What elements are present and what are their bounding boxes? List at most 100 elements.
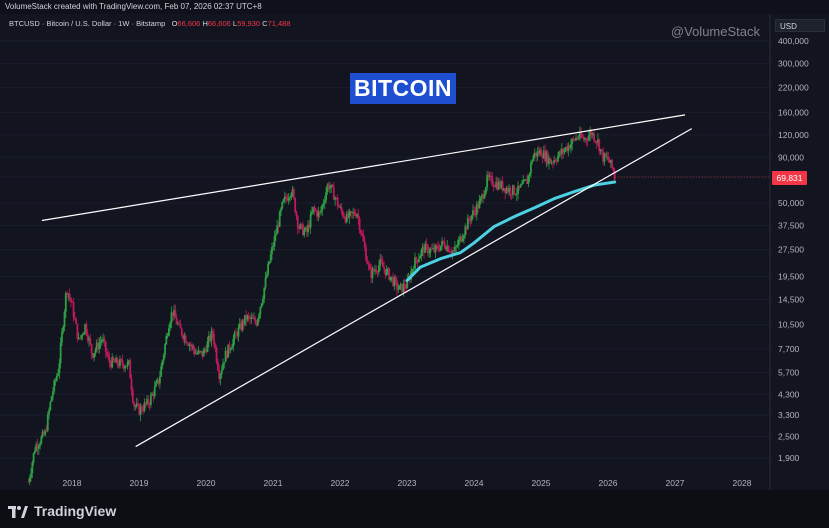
candle-body xyxy=(113,360,116,363)
candle-body xyxy=(234,332,237,334)
candle-body xyxy=(459,236,461,240)
candle-body xyxy=(170,312,173,323)
candle-body xyxy=(611,159,614,168)
candle-body xyxy=(563,149,566,153)
candle-body xyxy=(303,230,306,236)
candle-body xyxy=(568,145,571,149)
candle-body xyxy=(48,409,50,415)
candle-body xyxy=(564,147,567,150)
moving-average xyxy=(405,180,617,283)
candle-body xyxy=(512,185,514,195)
candle-body xyxy=(518,185,521,188)
chart-title: BITCOIN xyxy=(350,73,456,104)
candle-body xyxy=(433,247,436,252)
candle-body xyxy=(515,193,518,195)
candle-body xyxy=(294,197,297,213)
candle-body xyxy=(607,156,610,160)
candle-body xyxy=(313,206,316,210)
x-tick-label: 2024 xyxy=(465,478,484,488)
candle-body xyxy=(451,250,454,254)
candle-body xyxy=(166,335,169,337)
candle-body xyxy=(598,139,601,152)
candle-body xyxy=(430,248,433,250)
candle-body xyxy=(317,211,320,217)
candle-body xyxy=(336,197,339,207)
candle-body xyxy=(241,320,244,330)
candle-body xyxy=(492,184,495,187)
candle-body xyxy=(162,354,165,361)
candle-body xyxy=(124,366,126,369)
candle-body xyxy=(195,353,197,355)
candle-body xyxy=(612,167,615,171)
candle-body xyxy=(326,184,329,193)
candle-body xyxy=(469,220,472,221)
candle-body xyxy=(438,249,441,251)
candle-body xyxy=(86,333,89,341)
candle-body xyxy=(268,261,271,264)
candle-body xyxy=(380,259,383,262)
candle-body xyxy=(493,186,496,188)
candle-body xyxy=(68,293,71,298)
candle-body xyxy=(107,355,110,358)
candle-body xyxy=(580,132,583,137)
y-tick-label: 1,900 xyxy=(778,453,800,463)
candle-body xyxy=(219,374,222,380)
y-tick-label: 2,500 xyxy=(778,432,800,442)
candle-body xyxy=(502,188,505,191)
candle-body xyxy=(206,341,209,352)
candle-body xyxy=(50,396,53,402)
candle-body xyxy=(535,152,538,157)
candle-body xyxy=(215,347,218,362)
tradingview-logo[interactable]: TradingView xyxy=(8,503,116,519)
candle-body xyxy=(110,362,112,368)
y-tick-label: 10,500 xyxy=(778,320,804,330)
candle-body xyxy=(548,157,550,164)
y-tick-label: 27,500 xyxy=(778,245,804,255)
candle-body xyxy=(77,337,80,339)
candle-body xyxy=(432,247,434,249)
candle-body xyxy=(130,378,133,391)
candle-body xyxy=(421,246,424,250)
candle-body xyxy=(388,268,391,280)
candle-body xyxy=(566,147,568,152)
candle-body xyxy=(281,201,284,209)
candle-body xyxy=(201,351,204,357)
candle-body xyxy=(475,204,478,215)
candle-body xyxy=(144,402,147,404)
candle-body xyxy=(412,269,415,270)
candle-body xyxy=(309,214,312,228)
candle-body xyxy=(112,357,115,361)
candle-body xyxy=(526,179,528,184)
candle-body xyxy=(187,343,190,346)
open-value: 66,606 xyxy=(177,19,201,28)
candle-body xyxy=(594,140,597,142)
candle-body xyxy=(590,131,593,136)
candle-body xyxy=(491,176,494,185)
candle-body xyxy=(579,132,581,138)
candle-body xyxy=(311,212,313,215)
candle-body xyxy=(49,401,52,410)
tradingview-logo-icon xyxy=(8,505,28,518)
candle-body xyxy=(362,235,365,242)
candle-body xyxy=(533,152,536,156)
candle-body xyxy=(131,390,134,403)
candle-body xyxy=(135,403,138,407)
currency-badge[interactable]: USD xyxy=(775,19,825,32)
candle-body xyxy=(298,228,300,229)
candle-body xyxy=(240,323,242,330)
candle-body xyxy=(169,322,172,329)
candle-body xyxy=(111,357,114,368)
y-tick-label: 4,300 xyxy=(778,389,800,399)
candle-body xyxy=(82,332,85,335)
high-value: 66,606 xyxy=(207,19,231,28)
candle-body xyxy=(577,137,580,139)
candle-body xyxy=(550,162,553,164)
x-tick-label: 2023 xyxy=(398,478,417,488)
candle-body xyxy=(75,318,78,324)
candle-body xyxy=(365,247,367,261)
candle-body xyxy=(398,285,401,290)
candle-body xyxy=(460,236,463,242)
candle-body xyxy=(174,309,177,318)
candle-body xyxy=(253,318,255,320)
candle-body xyxy=(415,257,418,261)
